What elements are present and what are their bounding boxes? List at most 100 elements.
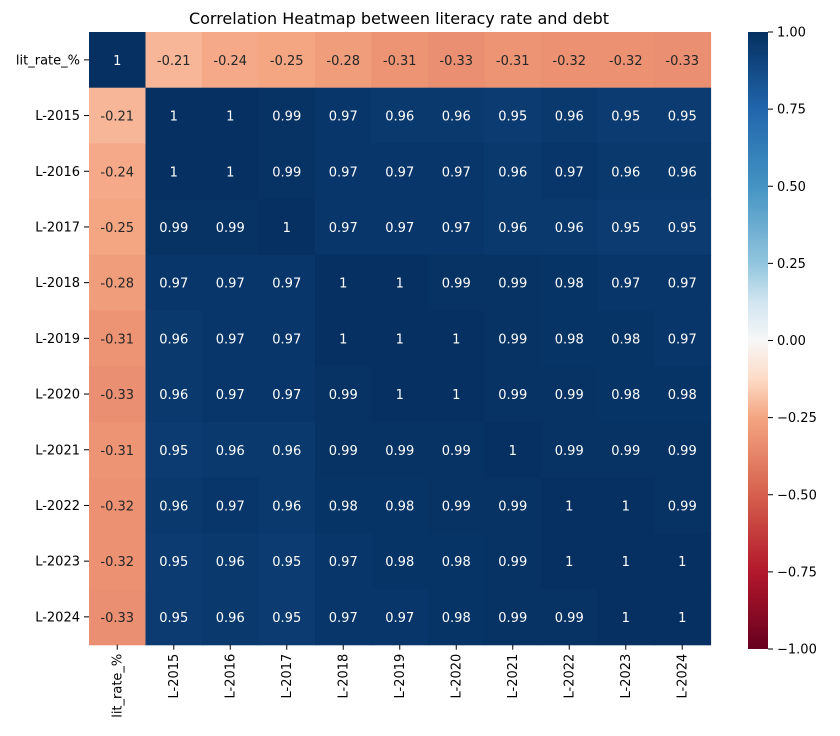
heatmap-cell bbox=[371, 310, 429, 367]
heatmap-cell bbox=[597, 87, 655, 144]
cell-annotation: 0.99 bbox=[668, 444, 697, 459]
cell-annotation: 0.97 bbox=[216, 332, 245, 347]
cell-annotation: 0.97 bbox=[668, 277, 697, 292]
heatmap-cell bbox=[315, 199, 373, 256]
cell-annotation: 0.99 bbox=[329, 388, 358, 403]
heatmap-cell bbox=[541, 533, 599, 590]
heatmap-cell bbox=[654, 533, 712, 590]
heatmap-cell bbox=[145, 421, 203, 479]
row-tick-label: L-2015 bbox=[35, 109, 80, 124]
column-tick-label: L-2022 bbox=[563, 654, 578, 699]
heatmap-cell bbox=[371, 254, 429, 312]
cell-annotation: 0.99 bbox=[611, 444, 640, 459]
heatmap-cell bbox=[258, 533, 316, 590]
cell-annotation: 0.95 bbox=[611, 221, 640, 236]
cell-annotation: 0.97 bbox=[329, 165, 358, 180]
column-tick-label: L-2016 bbox=[224, 654, 239, 699]
heatmap-cell bbox=[89, 199, 147, 256]
cell-annotation: 0.99 bbox=[159, 221, 188, 236]
cell-annotation: 0.96 bbox=[498, 221, 527, 236]
cell-annotation: 1 bbox=[170, 110, 178, 125]
heatmap-cells: 1 -0.21 -0.24 -0.25 -0.28 -0.31 -0.33 -0.31 -0.3… bbox=[89, 32, 712, 646]
cell-annotation: 0.98 bbox=[668, 388, 697, 403]
cell-annotation: -0.25 bbox=[270, 54, 304, 69]
heatmap-cell bbox=[541, 199, 599, 256]
cell-annotation: 0.95 bbox=[272, 611, 301, 626]
cell-annotation: 0.99 bbox=[498, 499, 527, 514]
cell-annotation: 0.97 bbox=[329, 611, 358, 626]
colorbar-tick-label: 0.75 bbox=[777, 103, 806, 118]
cell-annotation: -0.31 bbox=[100, 444, 134, 459]
cell-annotation: 0.95 bbox=[668, 110, 697, 125]
heatmap-cell bbox=[315, 143, 373, 200]
cell-annotation: 1 bbox=[226, 110, 234, 125]
cell-annotation: 1 bbox=[452, 332, 460, 347]
heatmap-cell bbox=[428, 310, 486, 367]
heatmap-cell bbox=[202, 310, 260, 367]
cell-annotation: -0.32 bbox=[100, 555, 134, 570]
cell-annotation: 0.97 bbox=[272, 277, 301, 292]
cell-annotation: -0.33 bbox=[100, 611, 134, 626]
heatmap-cell bbox=[145, 254, 203, 312]
heatmap-cell bbox=[258, 310, 316, 367]
cell-annotation: 1 bbox=[565, 555, 573, 570]
heatmap-cell bbox=[597, 254, 655, 312]
heatmap-cell bbox=[484, 310, 542, 367]
cell-annotation: 0.97 bbox=[216, 499, 245, 514]
heatmap-cell bbox=[428, 366, 486, 423]
cell-annotation: 0.99 bbox=[272, 165, 301, 180]
cell-annotation: 0.97 bbox=[385, 611, 414, 626]
cell-annotation: 1 bbox=[452, 388, 460, 403]
heatmap-cell bbox=[202, 533, 260, 590]
cell-annotation: 1 bbox=[396, 277, 404, 292]
heatmap-cell bbox=[654, 366, 712, 423]
cell-annotation: 0.96 bbox=[498, 165, 527, 180]
cell-annotation: 0.99 bbox=[555, 611, 584, 626]
heatmap-cell bbox=[371, 477, 429, 534]
heatmap-cell bbox=[484, 589, 542, 646]
cell-annotation: 0.96 bbox=[272, 499, 301, 514]
heatmap-cell bbox=[654, 421, 712, 479]
heatmap-cell bbox=[597, 199, 655, 256]
column-tick-labels: lit_rate_% L-2015 L-2016 L-2017 L-2018 L-2019… bbox=[111, 644, 691, 718]
column-tick-label: L-2015 bbox=[167, 654, 182, 699]
heatmap-cell bbox=[89, 254, 147, 312]
heatmap-cell bbox=[258, 143, 316, 200]
cell-annotation: 1 bbox=[622, 499, 630, 514]
heatmap-cell bbox=[484, 533, 542, 590]
cell-annotation: -0.28 bbox=[326, 54, 360, 69]
cell-annotation: 0.95 bbox=[272, 555, 301, 570]
heatmap-cell bbox=[315, 477, 373, 534]
cell-annotation: 0.98 bbox=[611, 332, 640, 347]
cell-annotation: 0.98 bbox=[385, 555, 414, 570]
cell-annotation: -0.32 bbox=[100, 499, 134, 514]
cell-annotation: -0.24 bbox=[213, 54, 247, 69]
heatmap-cell bbox=[541, 254, 599, 312]
heatmap-cell bbox=[315, 254, 373, 312]
heatmap-cell bbox=[597, 366, 655, 423]
cell-annotation: 0.95 bbox=[498, 110, 527, 125]
heatmap-cell bbox=[541, 477, 599, 534]
heatmap-cell bbox=[541, 310, 599, 367]
heatmap-cell bbox=[202, 199, 260, 256]
column-tick-label: L-2019 bbox=[393, 654, 408, 699]
heatmap-cell bbox=[315, 32, 373, 89]
heatmap-cell bbox=[428, 199, 486, 256]
heatmap-cell bbox=[371, 421, 429, 479]
cell-annotation: 0.98 bbox=[385, 499, 414, 514]
heatmap-cell bbox=[541, 87, 599, 144]
column-tick-label: lit_rate_% bbox=[111, 654, 126, 718]
cell-annotation: 0.96 bbox=[555, 221, 584, 236]
row-tick-label: L-2019 bbox=[35, 332, 80, 347]
heatmap-cell bbox=[89, 87, 147, 144]
colorbar: 1.00 0.75 0.50 0.25 0.00 −0.25 −0.50 −0.75 −1.00 bbox=[748, 26, 817, 658]
heatmap-cell bbox=[258, 589, 316, 646]
cell-annotation: 1 bbox=[396, 388, 404, 403]
heatmap-cell bbox=[428, 589, 486, 646]
colorbar-tick-label: 1.00 bbox=[777, 26, 806, 41]
cell-annotation: 0.96 bbox=[442, 110, 471, 125]
heatmap-cell bbox=[371, 533, 429, 590]
heatmap-cell bbox=[89, 477, 147, 534]
cell-annotation: 1 bbox=[170, 165, 178, 180]
heatmap-cell bbox=[654, 254, 712, 312]
